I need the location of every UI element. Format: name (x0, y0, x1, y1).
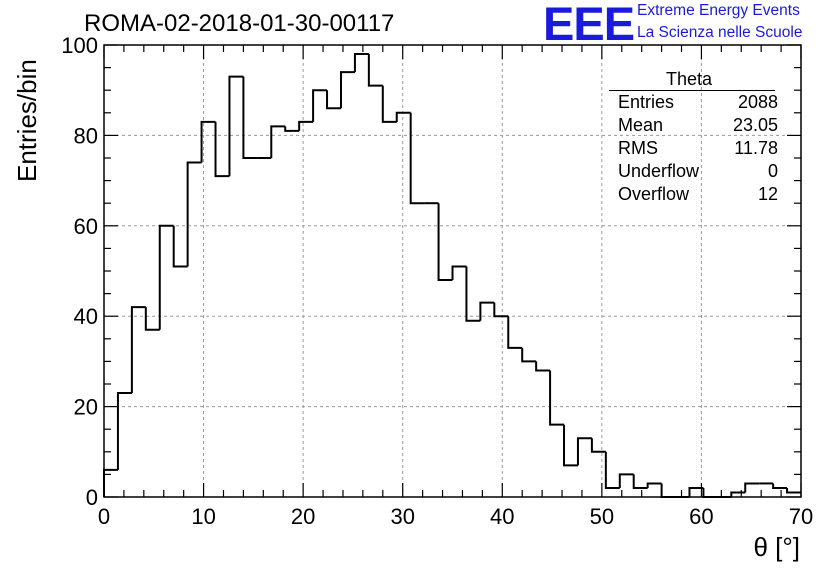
stats-label: Entries (618, 92, 675, 112)
stats-divider (609, 90, 775, 91)
histogram-bin (507, 316, 523, 349)
stats-label: Underflow (618, 161, 700, 181)
x-tick-label: 10 (191, 504, 215, 529)
y-axis-label: Entries/bin (12, 59, 42, 182)
histogram-bins (103, 53, 801, 498)
histogram-bin (130, 306, 146, 394)
stats-row-underflow: Underflow 0 (607, 160, 778, 183)
histogram-bin (772, 483, 788, 489)
y-tick-label: 0 (86, 485, 98, 510)
histogram-bin (326, 90, 341, 110)
logo-line-1: Extreme Energy Events (637, 2, 800, 19)
histogram-bin (576, 437, 592, 466)
histogram-bin (786, 487, 801, 494)
histogram-bin (409, 112, 425, 205)
histogram-bin (116, 392, 132, 470)
y-tick-label: 40 (74, 304, 98, 329)
histogram-bin (367, 54, 383, 87)
grid-lines (104, 45, 801, 497)
histogram-bin (465, 266, 481, 322)
histogram-bin (521, 347, 537, 363)
x-tick-label: 40 (490, 504, 514, 529)
stats-row-mean: Mean 23.05 (607, 114, 778, 137)
histogram-bin (172, 225, 188, 268)
histogram-bin (646, 482, 662, 488)
histogram-bin (660, 483, 676, 498)
eee-logo: EEE (543, 0, 635, 50)
histogram-bin (563, 424, 578, 467)
stats-label: Mean (618, 115, 664, 135)
stats-label: Overflow (618, 184, 690, 204)
histogram-bin (632, 474, 648, 489)
chart-title: ROMA-02-2018-01-30-00117 (84, 10, 395, 37)
histogram-bin (270, 125, 286, 158)
stats-row-entries: Entries 2088 (607, 91, 778, 114)
stats-box: Theta Entries 2088 Mean 23.05 RMS 11.78 … (607, 69, 779, 206)
y-tick-label: 60 (74, 214, 98, 239)
stats-row-rms: RMS 11.78 (607, 137, 778, 160)
x-tick-label: 60 (689, 504, 713, 529)
histogram-bin (228, 75, 244, 177)
histogram-bin (590, 438, 606, 453)
histogram-bin (535, 361, 551, 372)
y-tick-label: 80 (74, 123, 98, 148)
histogram-bin (730, 491, 746, 497)
histogram-bin (437, 203, 453, 282)
histogram-bin (618, 473, 634, 488)
y-tick-labels: 0 20 40 60 80 100 (61, 33, 98, 510)
histogram-bin (395, 111, 411, 122)
histogram-bin (298, 120, 314, 131)
x-tick-label: 70 (789, 504, 813, 529)
histogram-bin (242, 76, 258, 159)
stats-value: 12 (757, 184, 778, 204)
histogram-bin (744, 482, 760, 493)
histogram-bin (493, 302, 509, 318)
histogram-bin (479, 301, 495, 321)
histogram-bin (200, 120, 216, 163)
histogram-bin (702, 487, 718, 498)
x-tick-label: 20 (291, 504, 315, 529)
histogram-bin (144, 307, 160, 331)
y-tick-label: 100 (61, 33, 98, 58)
histogram-bin (284, 126, 300, 132)
histogram-bin (186, 161, 202, 267)
histogram-bin (604, 451, 620, 489)
histogram-bin (549, 370, 565, 426)
x-tick-labels: 0 10 20 30 40 50 60 70 (98, 504, 813, 529)
x-tick-label: 30 (390, 504, 414, 529)
histogram-bin (688, 486, 704, 497)
stats-value: 11.78 (734, 138, 778, 158)
x-tick-label: 50 (590, 504, 614, 529)
histogram-bin (312, 89, 328, 122)
x-axis-label: θ [°] (753, 532, 800, 562)
histogram-bin (339, 71, 355, 109)
y-tick-label: 20 (74, 395, 98, 420)
stats-value: 0 (767, 161, 778, 181)
histogram-bin (353, 53, 369, 73)
plot-frame (103, 44, 802, 498)
stats-value: 23.05 (732, 115, 778, 135)
histogram-bin (158, 224, 174, 330)
stats-value: 2088 (737, 92, 778, 112)
histogram-bin (451, 265, 467, 281)
stats-label: RMS (618, 138, 658, 158)
logo-line-2: La Scienza nelle Scuole (637, 24, 803, 41)
histogram-bin (214, 121, 230, 178)
stats-row-overflow: Overflow 12 (607, 183, 778, 206)
histogram-bin (381, 85, 397, 123)
x-tick-label: 0 (98, 504, 110, 529)
stats-title: Theta (665, 69, 713, 89)
